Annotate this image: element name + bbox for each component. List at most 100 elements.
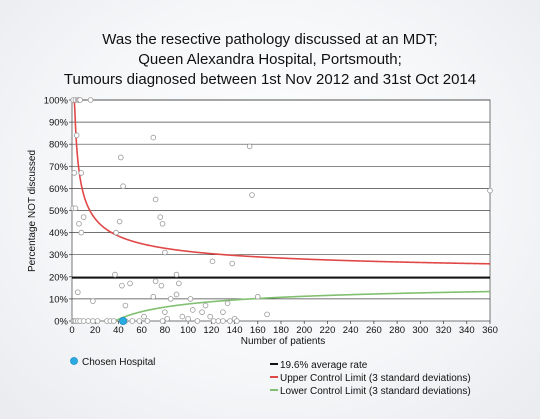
x-tick-label-360: 360 [482, 325, 498, 336]
hospital-point-62 [202, 302, 209, 309]
y-tick-label-10: 10% [49, 294, 69, 305]
hospital-point-54 [173, 271, 180, 278]
hospital-point-39 [141, 313, 147, 320]
x-tick-label-120: 120 [203, 325, 219, 336]
x-tick-label-260: 260 [366, 325, 382, 336]
hospital-point-68 [220, 309, 226, 315]
x-tick-label-180: 180 [273, 325, 289, 336]
hospital-point-74 [246, 143, 253, 150]
y-tick-label-50: 50% [49, 206, 69, 217]
hospital-point-66 [215, 318, 222, 324]
x-tick-label-340: 340 [459, 325, 475, 336]
y-axis-label: Percentage NOT discussed [27, 150, 38, 272]
legend-average-label: 19.6% average rate [280, 360, 368, 371]
x-tick-label-40: 40 [113, 325, 124, 336]
upper-control-limit [73, 99, 491, 265]
x-tick-label-100: 100 [180, 325, 196, 336]
legend: Chosen Hospital 19.6% average rate Upper… [70, 357, 471, 397]
y-tick-label-40: 40% [49, 228, 69, 239]
y-tick-label-90: 90% [49, 118, 69, 129]
x-tick-label-300: 300 [412, 325, 428, 336]
hospital-point-8 [71, 170, 78, 176]
title-line-3: Tumours diagnosed between 1st Nov 2012 a… [64, 71, 476, 88]
hospital-point-75 [249, 192, 255, 198]
hospital-point-40 [144, 318, 151, 324]
hospital-point-13 [78, 229, 85, 236]
hospital-point-73 [234, 318, 240, 324]
hospital-point-47 [159, 220, 166, 227]
hospital-point-61 [199, 309, 205, 315]
x-tick-label-140: 140 [227, 325, 243, 336]
y-tick-label-30: 30% [49, 250, 69, 261]
hospital-point-71 [229, 260, 236, 267]
hospital-point-41 [150, 134, 157, 141]
hospital-point-4 [77, 97, 83, 103]
lower-control-limit [114, 290, 490, 322]
hospital-point-14 [75, 289, 81, 296]
y-tick-label-20: 20% [49, 272, 69, 283]
hospital-point-56 [179, 313, 186, 320]
y-tick-label-0: 0% [54, 317, 68, 328]
hospital-point-45 [157, 214, 164, 220]
hospital-point-10 [72, 205, 79, 212]
hospital-point-35 [122, 302, 129, 309]
hospital-point-77 [264, 311, 270, 318]
hospital-point-50 [162, 309, 168, 315]
hospital-point-58 [187, 296, 194, 302]
hospital-point-22 [85, 318, 92, 324]
hospital-point-55 [176, 280, 182, 287]
hospital-point-32 [120, 183, 126, 189]
hospital-point-60 [194, 318, 201, 324]
hospital-point-29 [113, 229, 119, 236]
x-tick-label-220: 220 [320, 325, 336, 336]
hospital-points [70, 97, 493, 325]
chart-title: Was the resective pathology discussed at… [64, 31, 476, 88]
legend-lower-label: Lower Control Limit (3 standard deviatio… [280, 386, 471, 397]
y-tick-label-80: 80% [49, 140, 69, 151]
hospital-point-38 [136, 318, 143, 324]
hospital-point-33 [112, 271, 118, 278]
control-limits [72, 99, 491, 322]
y-tick-label-100: 100% [44, 96, 69, 107]
x-tick-label-20: 20 [90, 325, 101, 336]
hospital-point-57 [185, 315, 191, 322]
hospital-point-21 [80, 318, 87, 324]
hospital-point-27 [111, 318, 117, 324]
hospital-point-49 [162, 249, 168, 256]
hospital-point-65 [210, 318, 217, 324]
hospital-point-44 [150, 293, 157, 300]
title-line-1: Was the resective pathology discussed at… [102, 31, 437, 48]
hospital-point-15 [90, 298, 96, 304]
x-tick-label-280: 280 [389, 325, 405, 336]
x-tick-label-0: 0 [69, 325, 74, 336]
hospital-point-51 [164, 315, 171, 322]
hospital-point-78 [487, 187, 493, 194]
tick-labels: 0% 10% 20% 30% 40% 50% 60% 70% 80% 90% 100% 0 20 40 60… [44, 96, 498, 337]
y-tick-label-70: 70% [49, 162, 69, 173]
hospital-point-30 [116, 218, 123, 225]
hospital-point-36 [127, 280, 133, 287]
hospital-point-34 [119, 282, 125, 289]
hospital-point-31 [117, 154, 124, 161]
hospital-point-59 [189, 307, 196, 313]
hospital-point-5 [87, 97, 94, 103]
hospital-point-70 [227, 318, 233, 324]
x-tick-label-160: 160 [250, 325, 266, 336]
hospital-point-64 [209, 258, 216, 265]
hospital-point-11 [80, 214, 87, 220]
hospital-point-42 [152, 196, 159, 203]
hospital-point-23 [90, 318, 96, 324]
hospital-point-52 [167, 296, 174, 302]
chosen-hospital-point [119, 316, 128, 325]
hospital-point-43 [152, 278, 159, 285]
hospital-point-63 [207, 313, 213, 320]
x-tick-label-240: 240 [343, 325, 359, 336]
legend-upper-label: Upper Control Limit (3 standard deviatio… [280, 373, 471, 384]
y-tick-label-60: 60% [49, 184, 69, 195]
hospital-point-53 [173, 291, 180, 298]
hospital-point-37 [129, 318, 136, 324]
legend-chosen-marker [70, 357, 78, 365]
hospital-point-48 [159, 318, 166, 324]
